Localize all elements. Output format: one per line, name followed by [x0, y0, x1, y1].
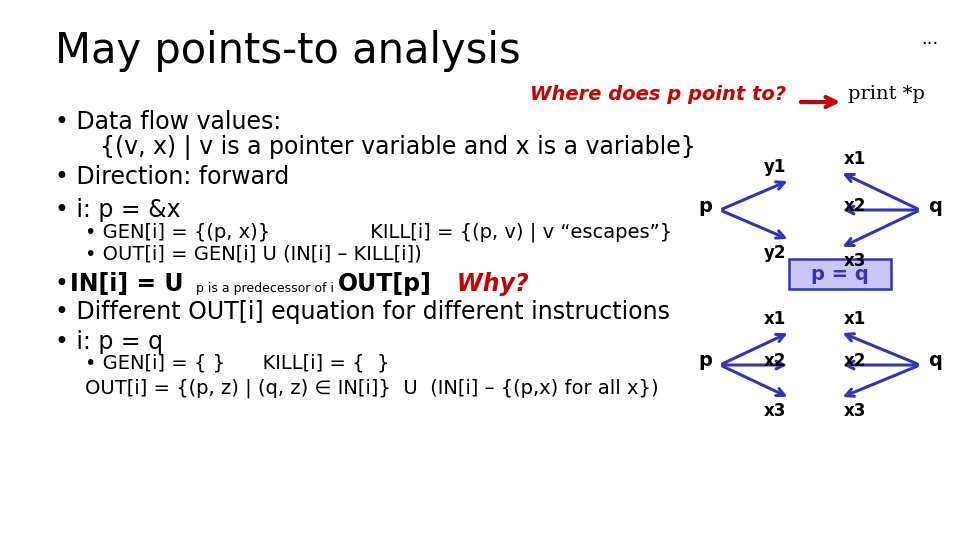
Text: p = q: p = q — [811, 265, 869, 284]
Text: x1: x1 — [764, 310, 786, 328]
Text: y1: y1 — [763, 158, 786, 176]
Text: x1: x1 — [844, 150, 866, 168]
FancyBboxPatch shape — [789, 259, 891, 289]
Text: ...: ... — [922, 30, 939, 48]
Text: x3: x3 — [763, 402, 786, 420]
Text: • OUT[i] = GEN[i] U (IN[i] – KILL[i]): • OUT[i] = GEN[i] U (IN[i] – KILL[i]) — [85, 244, 421, 263]
Text: OUT[i] = {(p, z) | (q, z) ∈ IN[i]}  U  (IN[i] – {(p,x) for all x}): OUT[i] = {(p, z) | (q, z) ∈ IN[i]} U (IN… — [85, 378, 659, 397]
Text: q: q — [928, 352, 942, 370]
Text: {(v, x) | v is a pointer variable and x is a variable}: {(v, x) | v is a pointer variable and x … — [100, 135, 696, 160]
Text: OUT[p]: OUT[p] — [338, 272, 432, 296]
Text: May points-to analysis: May points-to analysis — [55, 30, 520, 72]
Text: IN[i] = U: IN[i] = U — [70, 272, 183, 296]
Text: • i: p = &x: • i: p = &x — [55, 198, 180, 222]
Text: •: • — [55, 272, 77, 296]
Text: x1: x1 — [844, 310, 866, 328]
Text: x2: x2 — [844, 352, 866, 370]
Text: x3: x3 — [844, 402, 866, 420]
Text: q: q — [928, 197, 942, 215]
Text: • Data flow values:: • Data flow values: — [55, 110, 281, 134]
Text: p: p — [698, 352, 712, 370]
Text: y2: y2 — [763, 244, 786, 262]
Text: • Different OUT[i] equation for different instructions: • Different OUT[i] equation for differen… — [55, 300, 670, 324]
Text: x2: x2 — [763, 352, 786, 370]
Text: print *p: print *p — [848, 85, 924, 103]
Text: x2: x2 — [844, 197, 866, 215]
Text: • Direction: forward: • Direction: forward — [55, 165, 289, 189]
Text: • GEN[i] = { }      KILL[i] = {  }: • GEN[i] = { } KILL[i] = { } — [85, 354, 390, 373]
Text: p is a predecessor of i: p is a predecessor of i — [196, 282, 334, 295]
Text: p: p — [698, 197, 712, 215]
Text: Where does p point to?: Where does p point to? — [530, 85, 786, 104]
Text: • i: p = q: • i: p = q — [55, 330, 163, 354]
Text: • GEN[i] = {(p, x)}                KILL[i] = {(p, v) | v “escapes”}: • GEN[i] = {(p, x)} KILL[i] = {(p, v) | … — [85, 222, 672, 241]
Text: x3: x3 — [844, 252, 866, 270]
Text: Why?: Why? — [432, 272, 529, 296]
